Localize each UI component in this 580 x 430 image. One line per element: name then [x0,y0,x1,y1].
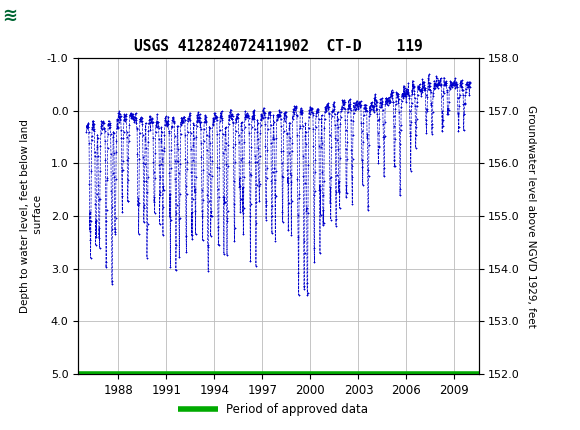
Text: Period of approved data: Period of approved data [226,402,368,416]
Title: USGS 412824072411902  CT-D    119: USGS 412824072411902 CT-D 119 [134,39,423,54]
Bar [2,3,34,29]
Y-axis label: Groundwater level above NGVD 1929, feet: Groundwater level above NGVD 1929, feet [525,104,535,328]
Text: ≋: ≋ [2,7,17,25]
Y-axis label: Depth to water level, feet below land
 surface: Depth to water level, feet below land su… [20,119,43,313]
Text: USGS: USGS [38,7,93,25]
